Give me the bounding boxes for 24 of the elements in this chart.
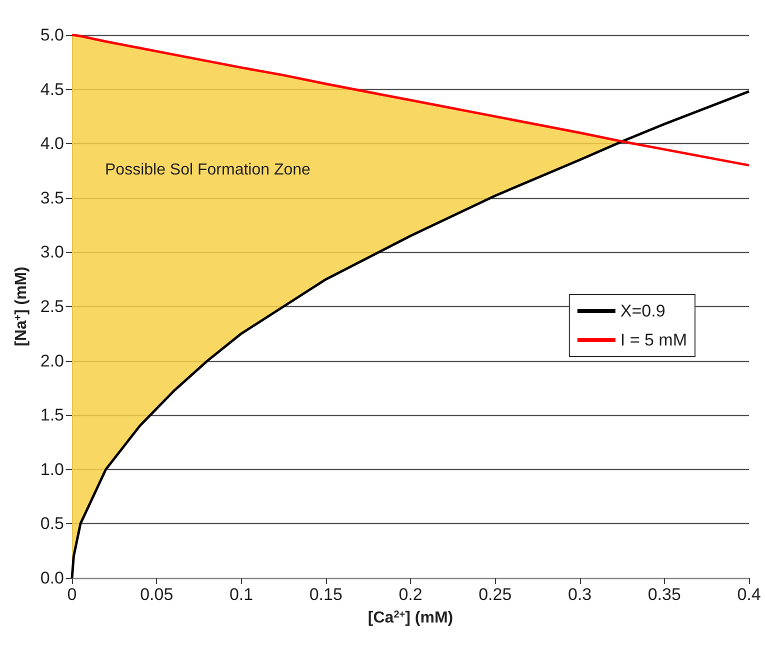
x-tick-label: 0.1 bbox=[229, 585, 254, 604]
legend-label: I = 5 mM bbox=[620, 330, 688, 350]
y-tick-label: 1.5 bbox=[40, 406, 64, 425]
y-tick-label: 0.5 bbox=[40, 514, 64, 534]
legend-label: X=0.9 bbox=[620, 302, 666, 320]
x-tick-label: 0 bbox=[67, 585, 77, 604]
x-tick-label: 0.05 bbox=[140, 585, 174, 604]
y-tick-label: 4.5 bbox=[40, 80, 64, 99]
x-tick-label: 0.35 bbox=[648, 585, 681, 604]
x-tick-label: 0.3 bbox=[568, 585, 592, 604]
x-tick-label: 0.25 bbox=[478, 585, 512, 604]
x-tick-label: 0.4 bbox=[737, 585, 761, 604]
x-tick-label: 0.2 bbox=[398, 585, 422, 604]
y-tick-label: 3.5 bbox=[40, 188, 64, 208]
y-tick-label: 4.0 bbox=[40, 134, 64, 154]
annotation: Possible Sol Formation Zone bbox=[105, 162, 311, 178]
y-tick-label: 0.0 bbox=[40, 568, 64, 588]
y-axis-title: [Na+] (mM) bbox=[12, 266, 30, 346]
y-tick-label: 3.0 bbox=[40, 242, 64, 262]
y-tick-label: 2.0 bbox=[40, 351, 64, 370]
y-tick-label: 2.5 bbox=[40, 297, 64, 316]
y-tick-label: 1.0 bbox=[40, 460, 64, 479]
x-tick-label: 0.15 bbox=[309, 585, 342, 604]
y-tick-label: 5.0 bbox=[40, 26, 64, 44]
